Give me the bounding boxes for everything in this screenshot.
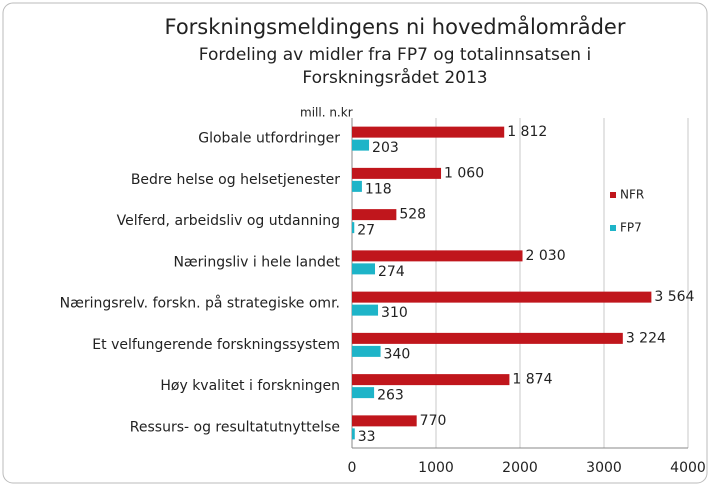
bar: [352, 250, 523, 262]
data-label: 3 564: [654, 289, 694, 305]
bar: [352, 428, 355, 440]
y-tick-label: Velferd, arbeidsliv og utdanning: [117, 213, 340, 229]
data-label: 1 060: [444, 165, 484, 181]
legend-label: NFR: [620, 188, 644, 202]
legend-label: FP7: [620, 221, 642, 235]
data-label: 310: [381, 305, 408, 321]
chart-subtitle: Forskningsrådet 2013: [302, 67, 487, 88]
bar: [352, 263, 376, 275]
data-label: 263: [377, 388, 404, 404]
y-tick-label: Næringsliv i hele landet: [173, 254, 340, 270]
data-label: 1 874: [512, 372, 552, 388]
y-tick-label: Næringsrelv. forskn. på strategiske omr.: [60, 295, 340, 312]
y-tick-label: Høy kvalitet i forskningen: [160, 378, 340, 394]
bar: [352, 345, 381, 357]
data-label: 770: [420, 413, 447, 429]
bar: [352, 415, 417, 427]
x-tick-label: 1000: [418, 460, 454, 476]
x-tick-label: 0: [348, 460, 357, 476]
bar: [352, 387, 375, 399]
bar: [352, 374, 510, 386]
axis-label: mill. n.kr: [300, 106, 353, 120]
data-label: 203: [372, 140, 399, 156]
x-tick-label: 2000: [502, 460, 538, 476]
y-tick-label: Et velfungerende forskningssystem: [92, 337, 340, 353]
legend-swatch: [610, 192, 616, 198]
bar: [352, 126, 505, 138]
chart-subtitle: Fordeling av midler fra FP7 og totalinns…: [199, 45, 591, 65]
bar: [352, 304, 379, 316]
data-label: 2 030: [526, 248, 566, 264]
y-tick-label: Globale utfordringer: [198, 131, 340, 147]
data-label: 27: [357, 223, 375, 239]
data-label: 528: [399, 207, 426, 223]
y-tick-label: Bedre helse og helsetjenester: [131, 172, 340, 188]
chart-title: Forskningsmeldingens ni hovedmålområder: [164, 14, 625, 39]
data-label: 274: [378, 264, 405, 280]
legend-swatch: [610, 225, 616, 231]
bar: [352, 332, 623, 344]
data-label: 340: [384, 346, 411, 362]
x-tick-label: 3000: [586, 460, 622, 476]
data-label: 3 224: [626, 330, 666, 346]
bar: [352, 180, 362, 192]
x-tick-label: 4000: [670, 460, 706, 476]
bar: [352, 291, 652, 303]
bar: [352, 139, 370, 151]
data-label: 33: [358, 429, 376, 445]
bar: [352, 209, 397, 221]
data-label: 118: [365, 181, 392, 197]
bar: [352, 167, 442, 179]
data-label: 1 812: [507, 124, 547, 140]
y-tick-label: Ressurs- og resultatutnyttelse: [130, 419, 340, 435]
bar: [352, 222, 355, 234]
